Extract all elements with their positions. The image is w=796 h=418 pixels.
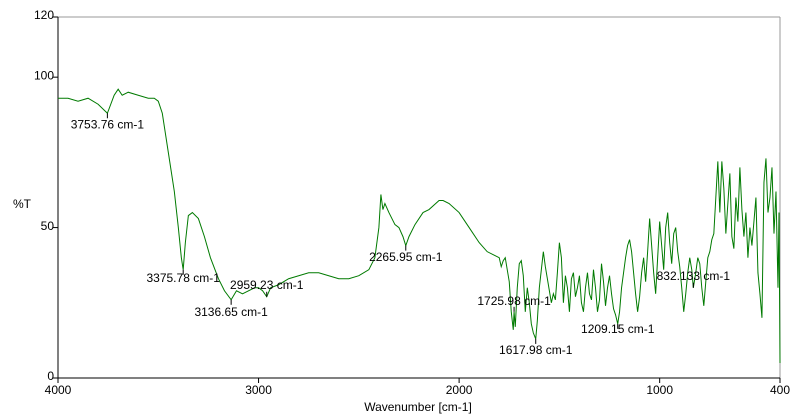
peak-label: 1209.15 cm-1 (581, 322, 655, 336)
spectrum-line (58, 88, 781, 363)
y-tick-label: 100 (34, 68, 54, 82)
peak-label: 1617.98 cm-1 (499, 343, 573, 357)
x-tick-label: 1000 (646, 383, 673, 397)
peak-label: 832.133 cm-1 (657, 269, 731, 283)
x-tick-label: 400 (770, 383, 790, 397)
peak-label: 1725.98 cm-1 (477, 294, 551, 308)
y-axis-label: %T (13, 197, 32, 211)
plot-area (58, 17, 780, 378)
x-tick-label: 4000 (45, 383, 72, 397)
y-tick-label: 0 (47, 369, 54, 383)
y-tick-label: 120 (34, 8, 54, 22)
peak-label: 3136.65 cm-1 (194, 305, 268, 319)
peak-label: 2265.95 cm-1 (369, 250, 443, 264)
x-tick-label: 2000 (446, 383, 473, 397)
x-tick-label: 3000 (245, 383, 272, 397)
peak-label: 2959.23 cm-1 (230, 278, 304, 292)
peak-label: 3375.78 cm-1 (146, 271, 220, 285)
peak-label: 3753.76 cm-1 (71, 117, 145, 131)
x-axis-label: Wavenumber [cm-1] (364, 400, 472, 414)
y-tick-label: 50 (41, 219, 55, 233)
